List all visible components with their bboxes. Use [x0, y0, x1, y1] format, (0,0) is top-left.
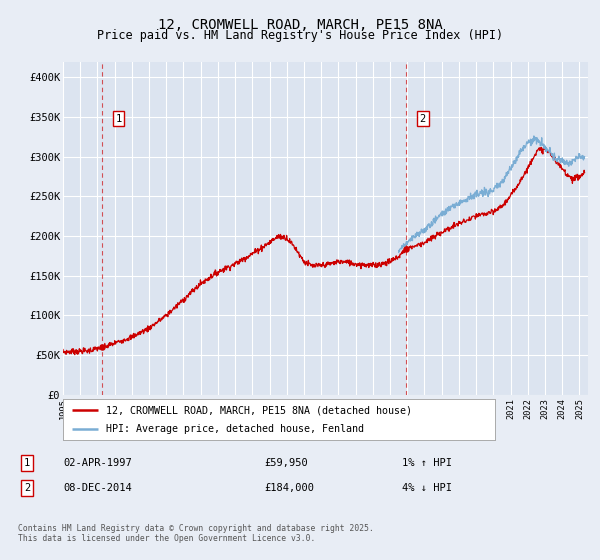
Text: Price paid vs. HM Land Registry's House Price Index (HPI): Price paid vs. HM Land Registry's House …	[97, 29, 503, 42]
Point	[401, 244, 410, 253]
Text: 1% ↑ HPI: 1% ↑ HPI	[402, 458, 452, 468]
Text: 2: 2	[24, 483, 30, 493]
Text: 4% ↓ HPI: 4% ↓ HPI	[402, 483, 452, 493]
Text: 1: 1	[115, 114, 122, 124]
Text: HPI: Average price, detached house, Fenland: HPI: Average price, detached house, Fenl…	[106, 424, 364, 433]
Text: 2: 2	[419, 114, 426, 124]
Text: £184,000: £184,000	[264, 483, 314, 493]
Text: 02-APR-1997: 02-APR-1997	[63, 458, 132, 468]
Text: Contains HM Land Registry data © Crown copyright and database right 2025.
This d: Contains HM Land Registry data © Crown c…	[18, 524, 374, 543]
Text: 1: 1	[24, 458, 30, 468]
Text: £59,950: £59,950	[264, 458, 308, 468]
Text: 12, CROMWELL ROAD, MARCH, PE15 8NA: 12, CROMWELL ROAD, MARCH, PE15 8NA	[158, 18, 442, 32]
Text: 12, CROMWELL ROAD, MARCH, PE15 8NA (detached house): 12, CROMWELL ROAD, MARCH, PE15 8NA (deta…	[106, 405, 412, 415]
Text: 08-DEC-2014: 08-DEC-2014	[63, 483, 132, 493]
Point	[97, 343, 107, 352]
